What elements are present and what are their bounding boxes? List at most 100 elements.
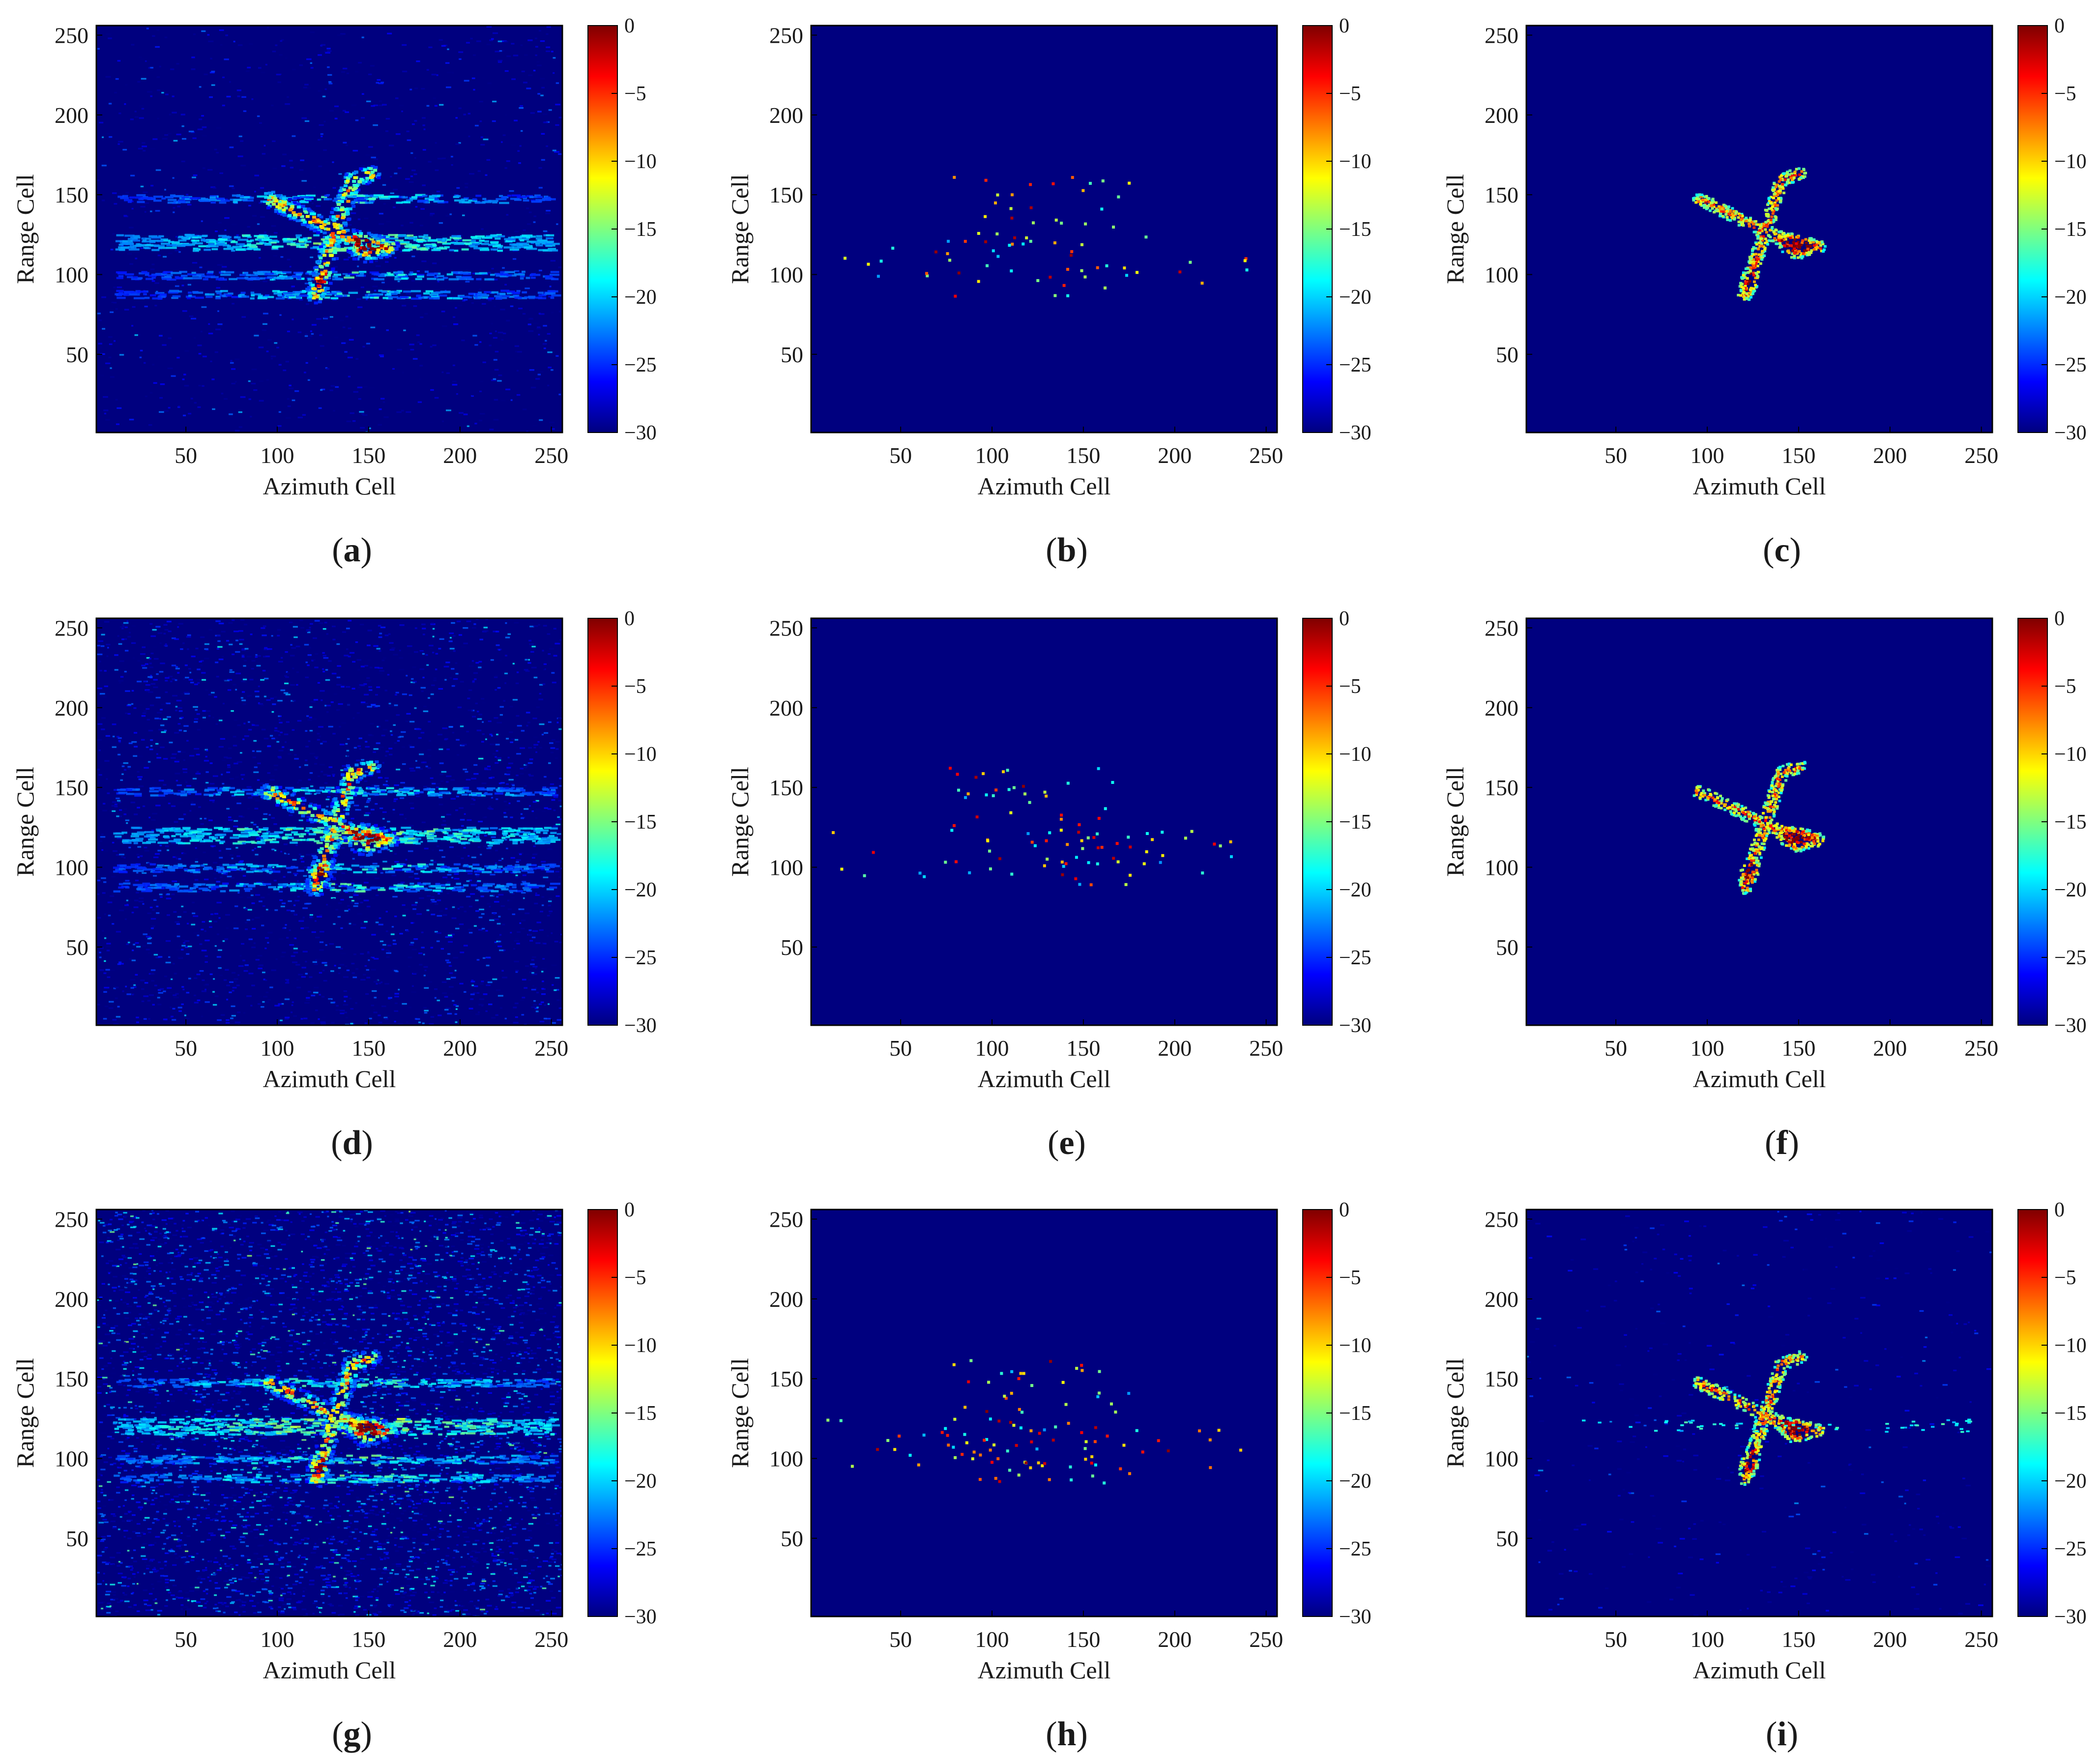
y-tick-label: 250 [1485,1207,1518,1232]
y-tick-label: 200 [1485,1287,1518,1312]
x-tick-label: 100 [261,443,294,468]
x-axis-title: Azimuth Cell [263,1656,396,1684]
panel-caption-i: (i) [1766,1715,1798,1753]
colorbar-tick-label: −5 [2054,1267,2076,1289]
x-tick-label: 150 [1066,1627,1100,1652]
colorbar-tick-label: −20 [624,286,657,309]
panel-caption-c: (c) [1763,531,1801,569]
subplot-b: 50 100 150 200 250 50 100 150 200 250 Azimuth Cell… [726,15,1371,569]
colorbar-tick-label: −30 [2054,422,2087,444]
colorbar-tick-label: −30 [624,422,657,444]
y-tick-label: 50 [781,1526,803,1551]
axes-frame-f [1525,617,1993,1026]
colorbar-tick-label: −15 [1339,811,1371,834]
colorbar-tick-label: −20 [624,879,657,901]
y-tick-label: 200 [55,103,88,128]
axes-frame-e [810,617,1278,1026]
colorbar-tick-label: −20 [624,1470,657,1493]
colorbar-tick-label: −10 [2054,743,2087,766]
x-tick-label: 150 [351,443,385,468]
y-tick-label: 50 [66,1526,88,1551]
image-content-f [1692,761,1825,895]
y-tick-label: 150 [769,1366,803,1391]
x-axis-title: Azimuth Cell [1693,1065,1826,1093]
x-tick-label: 200 [1873,1036,1907,1061]
colorbar-tick-label: −15 [2054,1402,2087,1425]
image-area-e [811,618,1277,1025]
y-tick-label: 150 [55,182,88,207]
colorbar-tick-label: −30 [624,1606,657,1628]
colorbar-tick-label: −25 [624,354,657,376]
colorbar-tick-label: −20 [1339,1470,1371,1493]
colorbar-tick-label: −5 [624,83,646,105]
x-tick-label: 150 [351,1036,385,1061]
colorbar-tick-label: −20 [1339,286,1371,309]
y-tick-label: 50 [1496,342,1518,367]
x-tick-label: 50 [175,1036,197,1061]
x-tick-label: 100 [1691,1036,1724,1061]
colorbar-tick-label: 0 [1339,15,1349,37]
x-tick-label: 250 [534,1627,568,1652]
x-tick-label: 150 [1781,1036,1815,1061]
colorbar-tick-label: 0 [1339,607,1349,630]
y-axis-title: Range Cell [11,1358,39,1468]
panel-caption-a: (a) [332,531,372,569]
y-tick-label: 200 [769,695,803,721]
x-tick-label: 250 [1249,443,1283,468]
colorbar-tick-label: −5 [1339,83,1361,105]
colorbar-tick-label: −10 [2054,150,2087,173]
y-tick-label: 100 [769,1446,803,1471]
colorbar-tick-label: −20 [1339,879,1371,901]
x-tick-label: 150 [351,1627,385,1652]
colorbar-tick-label: −5 [624,1267,646,1289]
colorbar-tick-label: −10 [624,743,657,766]
x-tick-label: 50 [889,1627,912,1652]
panel-caption-h: (h) [1046,1715,1088,1753]
y-tick-label: 50 [66,935,88,960]
y-tick-label: 100 [1485,855,1518,880]
x-tick-label: 100 [975,443,1009,468]
y-tick-label: 50 [66,342,88,367]
y-axis-title: Range Cell [11,174,39,284]
image-content-e [831,767,1233,887]
y-tick-label: 200 [769,1287,803,1312]
colorbar-tick-label: 0 [624,607,635,630]
colorbar-tick-label: −5 [2054,675,2076,698]
y-tick-label: 150 [55,775,88,800]
colorbar-tick-label: −25 [624,947,657,969]
y-tick-label: 250 [55,1207,88,1232]
x-tick-label: 100 [261,1627,294,1652]
colorbar-tick-label: −5 [1339,1267,1361,1289]
y-tick-label: 250 [769,1207,803,1232]
y-tick-label: 250 [55,615,88,640]
y-tick-label: 100 [769,262,803,288]
colorbar-tick-label: −25 [624,1538,657,1560]
axes-frame-h [810,1209,1278,1617]
y-axis-title: Range Cell [11,767,39,877]
y-tick-label: 250 [769,615,803,640]
x-axis-title: Azimuth Cell [978,1065,1111,1093]
x-axis-title: Azimuth Cell [978,472,1111,500]
x-tick-label: 50 [889,1036,912,1061]
y-tick-label: 150 [769,182,803,207]
x-tick-label: 200 [1873,1627,1907,1652]
colorbar-tick-label: −10 [624,1334,657,1357]
x-tick-label: 50 [1604,443,1627,468]
colorbar-tick-label: −10 [1339,1334,1371,1357]
subplot-h: 50 100 150 200 250 50 100 150 200 250 Azimuth Cell… [726,1199,1371,1753]
x-axis-title: Azimuth Cell [1693,472,1826,500]
colorbar-tick-label: 0 [2054,607,2065,630]
colorbar-tick-label: −30 [624,1014,657,1037]
x-tick-label: 200 [1158,1627,1192,1652]
y-axis-title: Range Cell [1441,174,1469,284]
x-tick-label: 150 [1066,443,1100,468]
image-content-g [96,1210,562,1616]
colorbar-tick-label: 0 [2054,15,2065,37]
subplot-c: 50 100 150 200 250 50 100 150 200 250 Azimuth Cell… [1441,15,2087,569]
colorbar-tick-label: −25 [2054,1538,2087,1560]
y-tick-label: 150 [769,775,803,800]
subplot-e: 50 100 150 200 250 50 100 150 200 250 Azimuth Cell… [726,607,1371,1162]
x-tick-label: 100 [1691,1627,1724,1652]
y-tick-label: 200 [55,695,88,721]
y-tick-label: 50 [1496,935,1518,960]
